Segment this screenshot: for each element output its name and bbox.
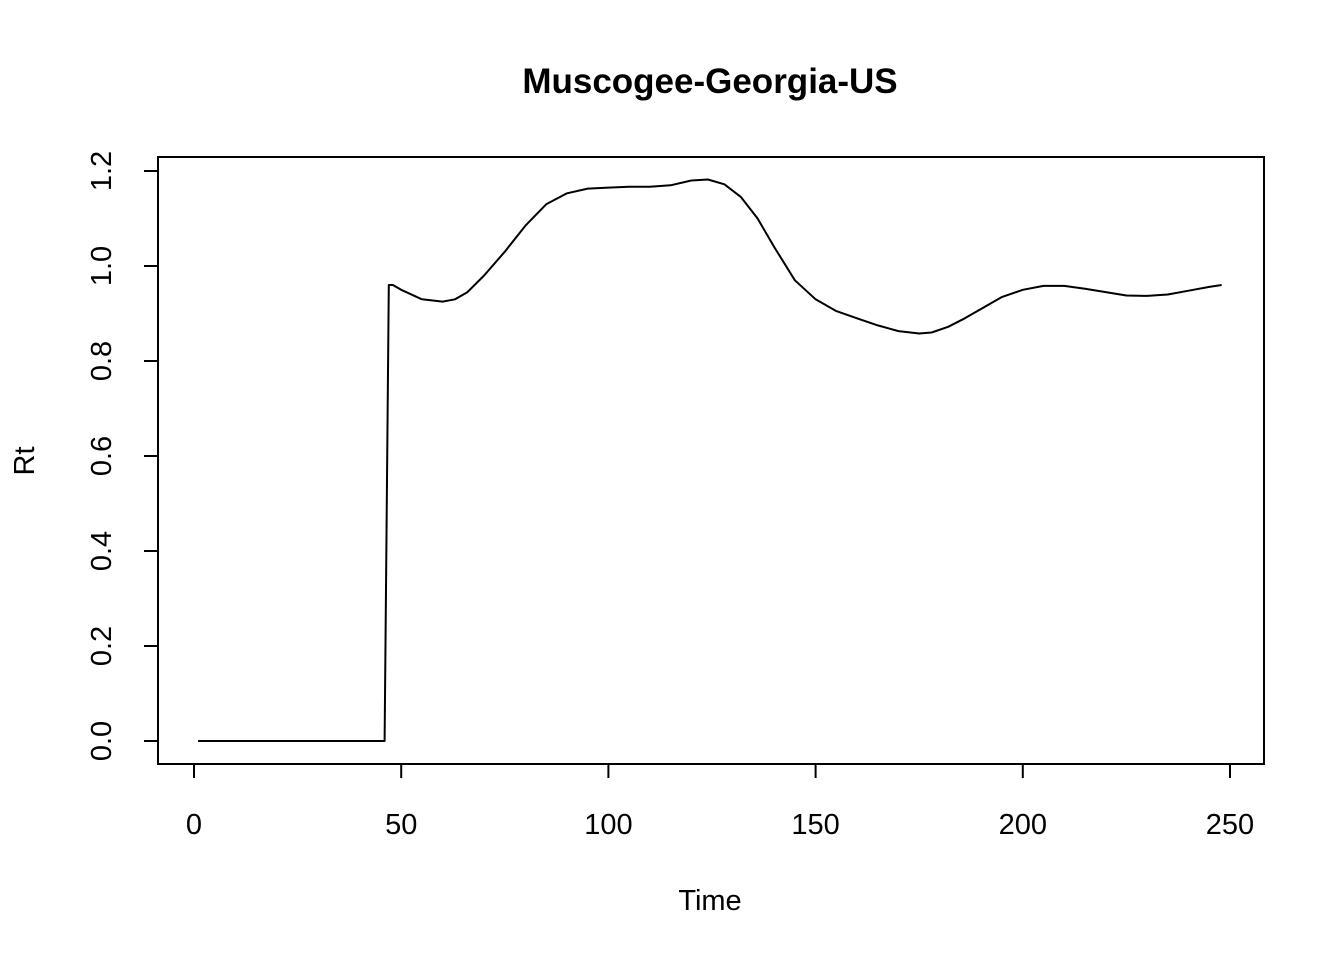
y-axis-label: Rt bbox=[9, 447, 41, 476]
plot-frame bbox=[157, 156, 1265, 765]
chart-title: Muscogee-Georgia-US bbox=[522, 62, 897, 101]
y-tick-label: 0.2 bbox=[86, 626, 118, 666]
x-tick-label: 0 bbox=[186, 809, 202, 841]
y-tick-label: 0.8 bbox=[86, 341, 118, 381]
series-line bbox=[198, 178, 1222, 742]
y-axis: 0.0 0.2 0.4 0.6 0.8 1.0 1.2 bbox=[86, 151, 159, 761]
x-axis-label: Time bbox=[678, 885, 741, 917]
y-tick-label: 1.2 bbox=[86, 151, 118, 191]
x-tick-label: 200 bbox=[999, 809, 1047, 841]
y-tick-label: 0.0 bbox=[86, 721, 118, 761]
x-tick-label: 250 bbox=[1206, 809, 1254, 841]
y-tick-label: 0.4 bbox=[86, 531, 118, 571]
y-tick-label: 1.0 bbox=[86, 246, 118, 286]
x-axis: 0 50 100 150 200 250 bbox=[186, 763, 1254, 841]
x-tick-label: 150 bbox=[791, 809, 839, 841]
x-tick-label: 50 bbox=[385, 809, 417, 841]
x-tick-label: 100 bbox=[584, 809, 632, 841]
y-tick-label: 0.6 bbox=[86, 436, 118, 476]
